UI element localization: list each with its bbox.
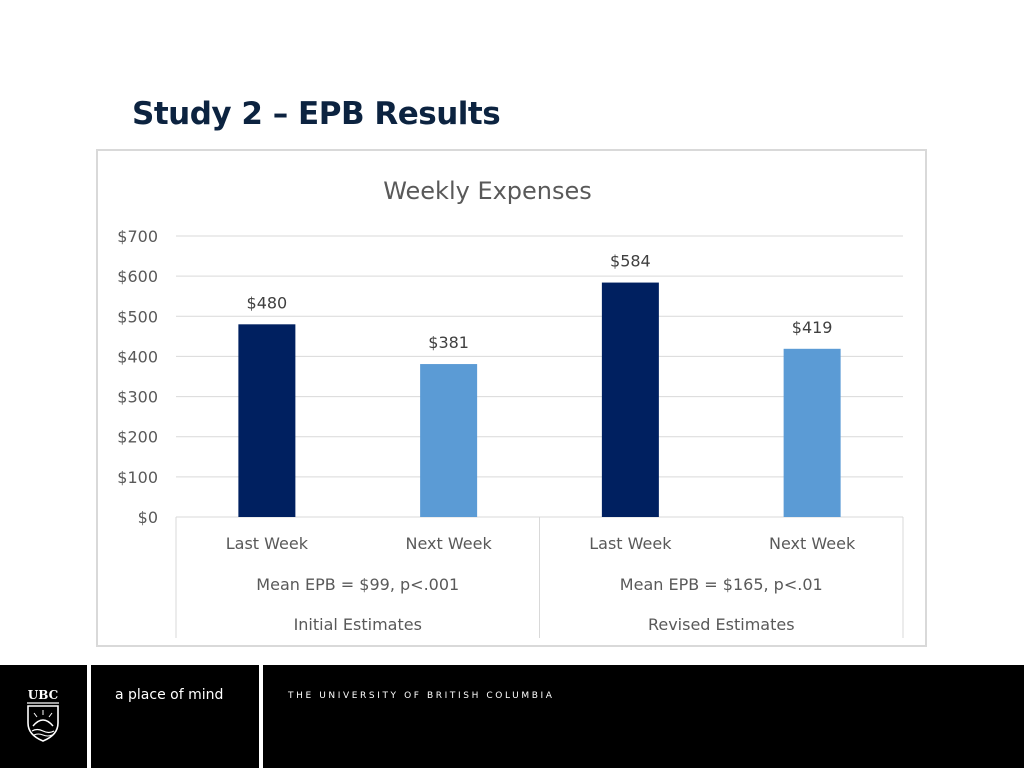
chart-title: Weekly Expenses xyxy=(383,177,592,205)
tagline: a place of mind xyxy=(115,687,224,703)
group-stat-label: Mean EPB = $165, p<.01 xyxy=(620,575,823,594)
group-label: Revised Estimates xyxy=(648,615,795,634)
y-tick-label: $0 xyxy=(138,508,158,527)
footer: UBC a place of mind THE UNIVERSITY OF BR… xyxy=(0,665,1024,768)
university-name: THE UNIVERSITY OF BRITISH COLUMBIA xyxy=(288,691,555,701)
chart-container: Weekly Expenses $0 $100 $200 $300 $400 $500 $60… xyxy=(96,149,927,647)
y-tick-label: $400 xyxy=(117,347,158,366)
data-label: $419 xyxy=(792,318,833,337)
y-tick-label: $200 xyxy=(117,428,158,447)
y-tick-label: $600 xyxy=(117,267,158,286)
crest-text: UBC xyxy=(28,688,58,702)
group-stat-label: Mean EPB = $99, p<.001 xyxy=(256,575,459,594)
x-tick-label: Last Week xyxy=(226,534,309,553)
y-tick-label: $100 xyxy=(117,468,158,487)
bar xyxy=(238,324,296,517)
data-label: $480 xyxy=(247,293,288,312)
bar xyxy=(783,348,841,517)
bar-chart: Weekly Expenses $0 $100 $200 $300 $400 $500 $60… xyxy=(117,177,904,638)
bar xyxy=(601,282,659,517)
x-tick-label: Last Week xyxy=(589,534,672,553)
x-tick-label: Next Week xyxy=(769,534,856,553)
footer-divider xyxy=(259,665,263,768)
data-label: $584 xyxy=(610,252,651,271)
group-label: Initial Estimates xyxy=(294,615,422,634)
y-tick-label: $700 xyxy=(117,227,158,246)
footer-divider xyxy=(87,665,91,768)
bar xyxy=(420,364,478,517)
y-tick-label: $300 xyxy=(117,388,158,407)
ubc-crest-logo: UBC xyxy=(27,688,59,742)
y-tick-label: $500 xyxy=(117,307,158,326)
x-tick-label: Next Week xyxy=(406,534,493,553)
slide-title: Study 2 – EPB Results xyxy=(132,96,501,132)
data-label: $381 xyxy=(428,333,469,352)
